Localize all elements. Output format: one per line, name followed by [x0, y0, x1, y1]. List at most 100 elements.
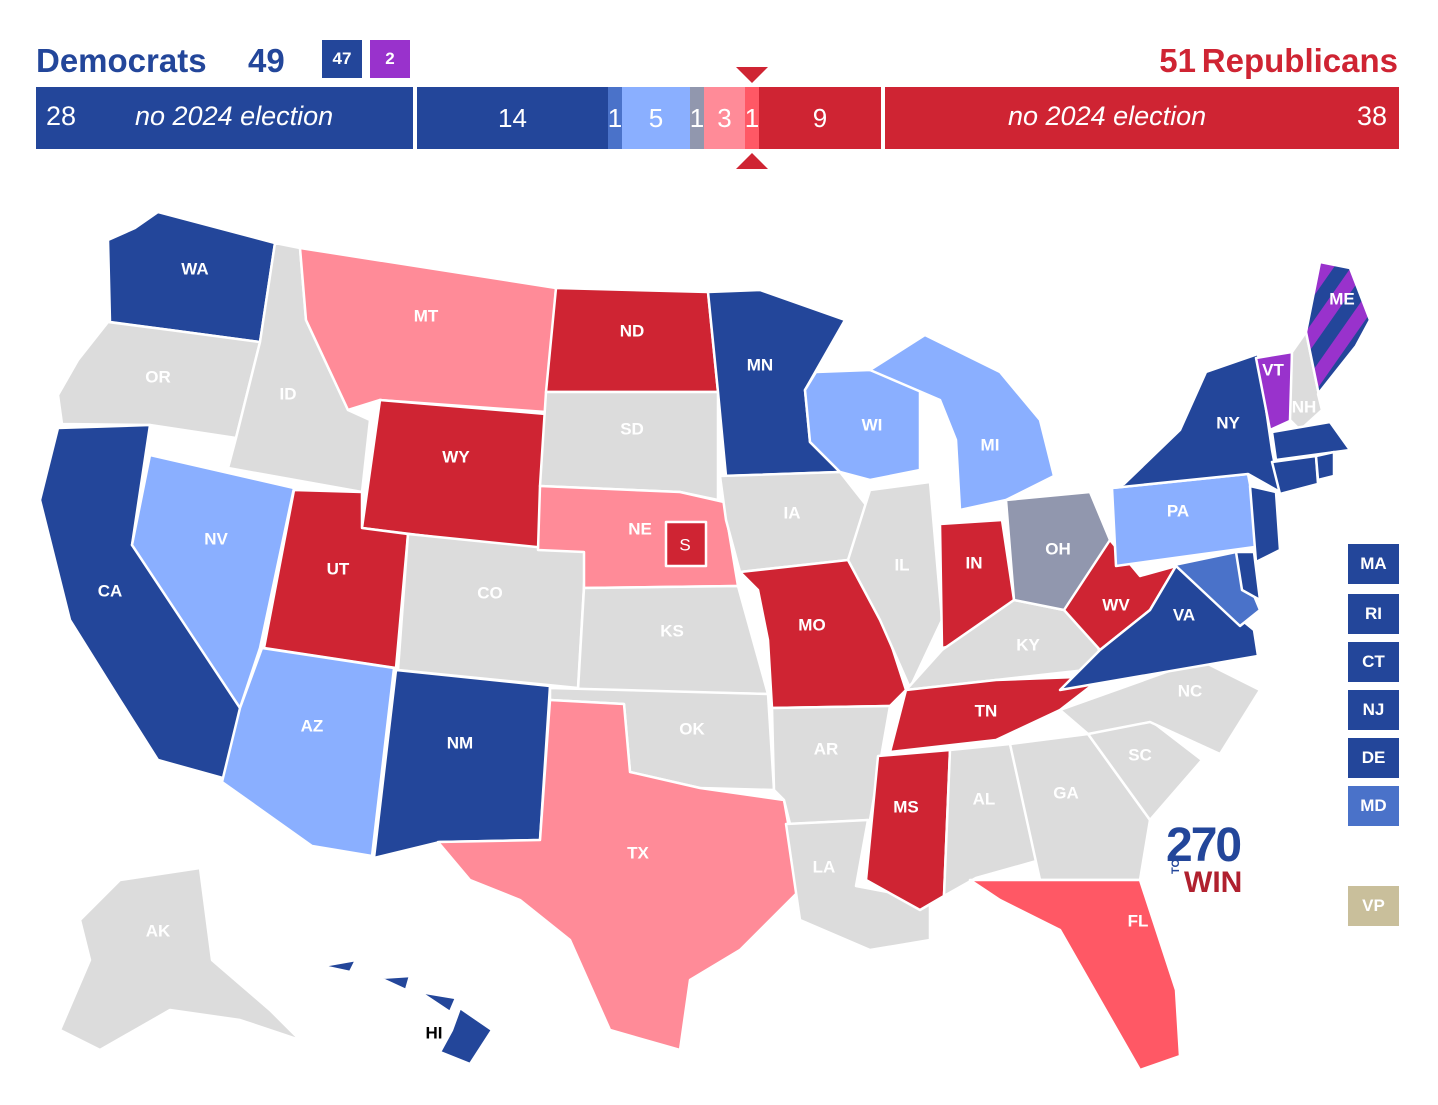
state-NY[interactable]: [1110, 352, 1282, 494]
label-GA: GA: [1053, 783, 1079, 802]
state-AK[interactable]: [58, 866, 302, 1052]
label-UT: UT: [327, 559, 350, 578]
majority-marker-bottom-icon: [736, 153, 768, 169]
state-box-MD[interactable]: MD: [1348, 786, 1399, 826]
state-LA[interactable]: [784, 818, 932, 952]
state-WY[interactable]: [360, 398, 548, 552]
seg-likely-rep-count: 1: [744, 102, 760, 133]
label-WV: WV: [1102, 595, 1130, 614]
label-AK: AK: [146, 921, 171, 940]
dem-no-election-block: 28 no 2024 election: [36, 87, 413, 149]
label-HI: HI: [426, 1023, 443, 1042]
label-FL: FL: [1128, 911, 1149, 930]
state-AZ[interactable]: [220, 646, 396, 858]
rep-no-election-label: no 2024 election: [1008, 101, 1207, 131]
state-CT[interactable]: [1270, 454, 1320, 496]
label-ID: ID: [280, 384, 297, 403]
vp-box[interactable]: VP: [1348, 886, 1399, 926]
state-NH[interactable]: [1288, 330, 1324, 432]
label-TN: TN: [975, 701, 998, 720]
label-WY: WY: [442, 447, 470, 466]
label-CO: CO: [477, 583, 503, 602]
state-NE-special[interactable]: [664, 520, 708, 568]
label-OK: OK: [679, 719, 705, 738]
label-KS: KS: [660, 621, 684, 640]
seg-likely-dem[interactable]: 1: [608, 87, 622, 149]
state-NJ[interactable]: [1248, 484, 1282, 564]
label-MI: MI: [981, 435, 1000, 454]
state-SD[interactable]: [538, 390, 720, 502]
label-ME: ME: [1329, 289, 1355, 308]
label-AL: AL: [973, 789, 996, 808]
label-PA: PA: [1167, 501, 1189, 520]
label-LA: LA: [813, 857, 836, 876]
label-MO: MO: [798, 615, 825, 634]
label-WA: WA: [181, 259, 208, 278]
seg-safe-dem-count: 14: [498, 102, 527, 133]
seg-likely-rep[interactable]: 1: [745, 87, 759, 149]
label-NY: NY: [1216, 413, 1240, 432]
state-MD[interactable]: [1148, 550, 1262, 628]
state-box-NJ[interactable]: NJ: [1348, 690, 1399, 730]
seg-leans-rep-count: 3: [717, 102, 732, 133]
state-box-RI[interactable]: RI: [1348, 594, 1399, 634]
rep-no-election-count: 38: [1356, 101, 1387, 131]
state-CA[interactable]: [38, 423, 257, 782]
label-SD: SD: [620, 419, 644, 438]
label-NE-special: S: [679, 535, 690, 554]
republicans-label: Republicans: [1201, 42, 1398, 79]
state-DE[interactable]: [1234, 550, 1262, 602]
state-box-MA[interactable]: MA: [1348, 544, 1399, 584]
logo-to: TO: [1170, 858, 1182, 874]
rep-no-election-block: no 2024 election 38: [885, 87, 1399, 149]
label-AZ: AZ: [301, 716, 324, 735]
label-KY: KY: [1016, 635, 1040, 654]
seg-safe-rep-count: 9: [812, 102, 828, 133]
state-MS[interactable]: [864, 748, 952, 912]
state-NM[interactable]: [372, 668, 552, 860]
label-MS: MS: [893, 797, 919, 816]
label-NM: NM: [447, 733, 473, 752]
republicans-total: 51: [1159, 42, 1196, 79]
state-box-CT[interactable]: CT: [1348, 642, 1399, 682]
state-GA[interactable]: [1008, 732, 1152, 882]
label-NC: NC: [1178, 681, 1203, 700]
seg-leans-dem[interactable]: 5: [622, 87, 690, 149]
seg-tossup-count: 1: [689, 102, 705, 133]
label-OR: OR: [145, 367, 171, 386]
state-FL[interactable]: [968, 878, 1182, 1072]
seg-safe-rep[interactable]: 9: [759, 87, 881, 149]
state-MT[interactable]: [298, 246, 558, 414]
logo-number: 270: [1166, 819, 1242, 872]
democrat-seat-badge: 47: [322, 40, 362, 78]
label-IA: IA: [784, 503, 801, 522]
state-HI[interactable]: [320, 958, 494, 1066]
state-AL[interactable]: [942, 742, 1042, 898]
seg-tossup[interactable]: 1: [690, 87, 704, 149]
state-box-DE[interactable]: DE: [1348, 738, 1399, 778]
label-NH: NH: [1292, 397, 1317, 416]
label-VT: VT: [1262, 360, 1284, 379]
state-CO[interactable]: [396, 532, 588, 690]
label-NV: NV: [204, 529, 228, 548]
senate-seat-bar: 28 no 2024 election 14 1 5 1 3 1 9 no 20…: [36, 67, 1399, 169]
logo-win: WIN: [1184, 866, 1243, 899]
label-WI: WI: [862, 415, 883, 434]
state-ME[interactable]: [1304, 260, 1372, 412]
state-TX[interactable]: [436, 698, 802, 1052]
label-NE: NE: [628, 519, 652, 538]
label-MT: MT: [414, 306, 439, 325]
seg-leans-dem-count: 5: [648, 102, 664, 133]
label-VA: VA: [1173, 605, 1195, 624]
label-ND: ND: [620, 321, 645, 340]
seg-safe-dem[interactable]: 14: [417, 87, 608, 149]
dem-no-election-label: no 2024 election: [135, 101, 334, 131]
seg-leans-rep[interactable]: 3: [704, 87, 745, 149]
seg-likely-dem-count: 1: [607, 102, 623, 133]
label-OH: OH: [1045, 539, 1071, 558]
state-RI[interactable]: [1314, 450, 1336, 482]
label-IL: IL: [894, 555, 909, 574]
dem-no-election-count: 28: [46, 101, 77, 131]
state-MA[interactable]: [1270, 420, 1352, 462]
state-MI[interactable]: [868, 333, 1056, 512]
